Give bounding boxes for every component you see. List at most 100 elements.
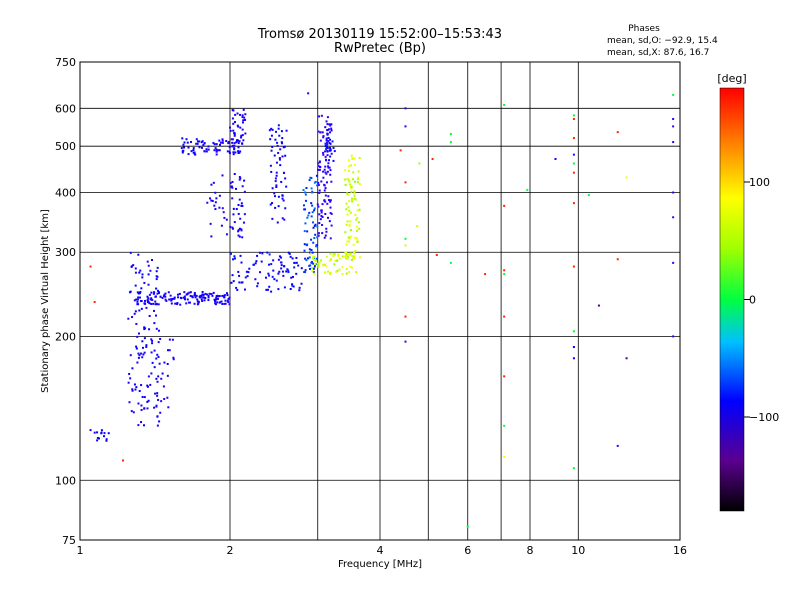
data-point xyxy=(330,212,333,215)
data-point xyxy=(187,301,190,304)
data-point xyxy=(105,438,108,441)
data-point xyxy=(159,337,162,340)
data-point xyxy=(156,392,159,395)
data-point xyxy=(235,286,238,289)
data-point xyxy=(258,251,261,254)
data-point xyxy=(297,264,300,267)
data-point xyxy=(329,169,332,172)
data-point xyxy=(150,297,153,300)
data-point xyxy=(235,139,238,142)
data-point xyxy=(240,229,243,232)
data-point xyxy=(135,347,138,350)
data-point xyxy=(147,297,150,300)
data-point xyxy=(353,163,356,166)
data-point xyxy=(178,292,181,295)
colorbar-tick-label: 0 xyxy=(749,294,756,307)
data-point xyxy=(222,211,225,214)
data-point xyxy=(625,357,628,360)
data-point xyxy=(237,142,240,145)
data-point xyxy=(241,114,244,117)
data-point xyxy=(231,197,234,200)
data-point xyxy=(306,216,309,219)
data-point xyxy=(233,257,236,260)
data-point xyxy=(325,139,328,142)
data-point xyxy=(275,184,278,187)
data-point xyxy=(183,295,186,298)
data-point xyxy=(152,302,155,305)
data-point xyxy=(324,212,327,215)
data-point xyxy=(278,158,281,161)
data-point xyxy=(229,226,232,229)
data-point xyxy=(269,138,272,141)
data-point xyxy=(277,258,280,261)
data-point xyxy=(176,303,179,306)
data-point xyxy=(320,211,323,214)
data-point xyxy=(254,278,257,281)
data-point xyxy=(144,327,147,330)
data-point xyxy=(244,118,247,121)
data-point xyxy=(327,165,330,168)
data-point xyxy=(218,139,221,142)
data-point xyxy=(219,301,222,304)
data-point xyxy=(228,152,231,155)
data-point xyxy=(228,146,231,149)
data-point xyxy=(349,220,352,223)
data-point xyxy=(317,162,320,165)
data-point xyxy=(300,282,303,285)
data-point xyxy=(278,255,281,258)
data-point xyxy=(625,176,628,179)
data-point xyxy=(143,424,146,427)
y-tick-label: 500 xyxy=(55,140,76,153)
data-point xyxy=(230,138,233,141)
data-point xyxy=(338,257,341,260)
data-point xyxy=(237,234,240,237)
data-point xyxy=(291,283,294,286)
data-point xyxy=(223,302,226,305)
data-point xyxy=(200,141,203,144)
data-point xyxy=(323,189,326,192)
data-point xyxy=(311,204,314,207)
data-point xyxy=(225,292,228,295)
data-point xyxy=(328,259,331,262)
data-point xyxy=(186,141,189,144)
data-point xyxy=(244,113,247,116)
data-point xyxy=(256,285,259,288)
data-point xyxy=(137,424,140,427)
data-point xyxy=(198,146,201,149)
data-point xyxy=(308,248,311,251)
data-point xyxy=(183,291,186,294)
data-point xyxy=(163,293,166,296)
colorbar-tick-label: 100 xyxy=(749,176,770,189)
data-point xyxy=(314,223,317,226)
data-point xyxy=(312,257,315,260)
data-point xyxy=(327,199,330,202)
data-point xyxy=(151,339,154,342)
data-point xyxy=(150,291,153,294)
data-point xyxy=(349,235,352,238)
data-point xyxy=(358,183,361,186)
data-point xyxy=(252,263,255,266)
data-point xyxy=(345,252,348,255)
data-point xyxy=(241,204,244,207)
data-point xyxy=(354,236,357,239)
data-point xyxy=(140,384,143,387)
data-point xyxy=(325,148,328,151)
data-point xyxy=(303,249,306,252)
data-point xyxy=(311,211,314,214)
data-point xyxy=(315,245,318,248)
data-point xyxy=(503,315,506,318)
data-point xyxy=(238,151,241,154)
data-point xyxy=(325,181,328,184)
data-point xyxy=(231,180,234,183)
data-point xyxy=(221,139,224,142)
data-point xyxy=(275,161,278,164)
data-point xyxy=(207,148,210,151)
data-point xyxy=(304,191,307,194)
data-point xyxy=(283,286,286,289)
data-point xyxy=(143,407,146,410)
data-point xyxy=(202,144,205,147)
x-axis-label: Frequency [MHz] xyxy=(338,559,422,570)
data-point xyxy=(207,296,210,299)
data-point xyxy=(353,256,356,259)
data-point xyxy=(194,296,197,299)
